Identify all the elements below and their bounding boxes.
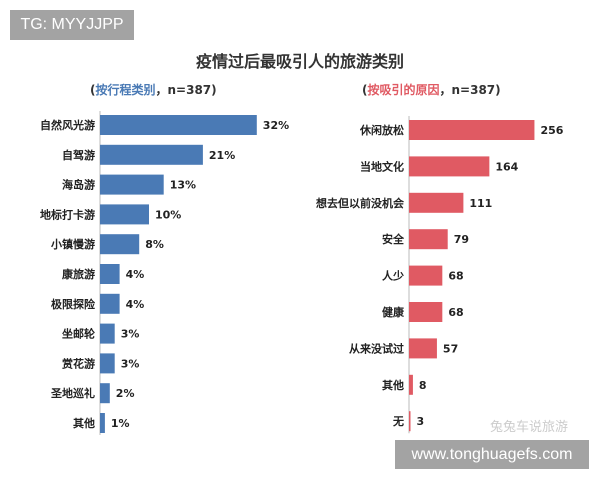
url-banner: www.tonghuagefs.com (395, 440, 589, 469)
category-label: 人少 (382, 269, 404, 283)
bar (100, 144, 203, 165)
category-label: 健康 (382, 305, 405, 319)
bar (100, 293, 120, 314)
value-label: 3% (121, 357, 140, 370)
category-label: 自然风光游 (40, 118, 95, 132)
category-label: 极限探险 (51, 297, 96, 311)
value-label: 8% (145, 238, 164, 251)
category-label: 其他 (73, 416, 95, 430)
category-label: 自驾游 (62, 148, 95, 162)
value-label: 3% (121, 328, 140, 341)
value-label: 164 (495, 160, 518, 173)
bar (100, 204, 149, 225)
value-label: 256 (540, 124, 563, 137)
category-label: 康旅游 (62, 267, 95, 281)
value-label: 3 (417, 415, 425, 428)
category-label: 圣地巡礼 (50, 386, 95, 400)
bar (409, 229, 448, 250)
bar (100, 383, 110, 404)
bar (100, 174, 164, 195)
value-label: 13% (170, 179, 196, 192)
bar (100, 353, 115, 374)
category-label: 赏花游 (62, 356, 95, 370)
bar (409, 411, 411, 432)
value-label: 21% (209, 149, 235, 162)
bar (409, 192, 464, 213)
value-label: 4% (126, 298, 145, 311)
value-label: 8 (419, 379, 427, 392)
bar (409, 156, 490, 177)
bar (409, 302, 443, 322)
bar (409, 374, 413, 395)
value-label: 68 (448, 270, 463, 283)
bar (100, 115, 257, 135)
tg-badge: TG: MYYJJPP (10, 10, 134, 40)
value-label: 68 (448, 306, 463, 319)
bar (100, 234, 140, 255)
value-label: 10% (155, 208, 181, 221)
value-label: 2% (116, 387, 135, 400)
category-label: 坐邮轮 (62, 327, 95, 341)
bar (100, 323, 115, 344)
category-label: 当地文化 (360, 159, 404, 173)
value-label: 57 (443, 342, 458, 355)
left-subtitle: (按行程类别，n=387) (90, 83, 217, 97)
category-label: 其他 (382, 378, 404, 392)
right-subtitle: (按吸引的原因，n=387) (362, 83, 501, 97)
bar (100, 264, 120, 284)
value-label: 1% (111, 417, 130, 430)
category-label: 地标打卡游 (40, 207, 95, 221)
category-label: 安全 (382, 232, 405, 246)
category-label: 休闲放松 (359, 123, 404, 137)
bar (409, 265, 443, 286)
bar (409, 120, 535, 140)
category-label: 小镇慢游 (50, 237, 95, 251)
category-label: 从来没试过 (349, 341, 404, 355)
value-label: 111 (469, 197, 492, 210)
bar (100, 413, 105, 433)
watermark: 兔兔车说旅游 (490, 420, 569, 435)
value-label: 79 (454, 233, 469, 246)
value-label: 32% (263, 119, 289, 132)
category-label: 海岛游 (62, 178, 95, 192)
category-label: 想去但以前没机会 (315, 196, 405, 210)
chart-title: 疫情过后最吸引人的旅游类别 (195, 52, 404, 71)
category-label: 无 (392, 415, 404, 428)
bar (409, 338, 437, 359)
value-label: 4% (126, 268, 145, 281)
